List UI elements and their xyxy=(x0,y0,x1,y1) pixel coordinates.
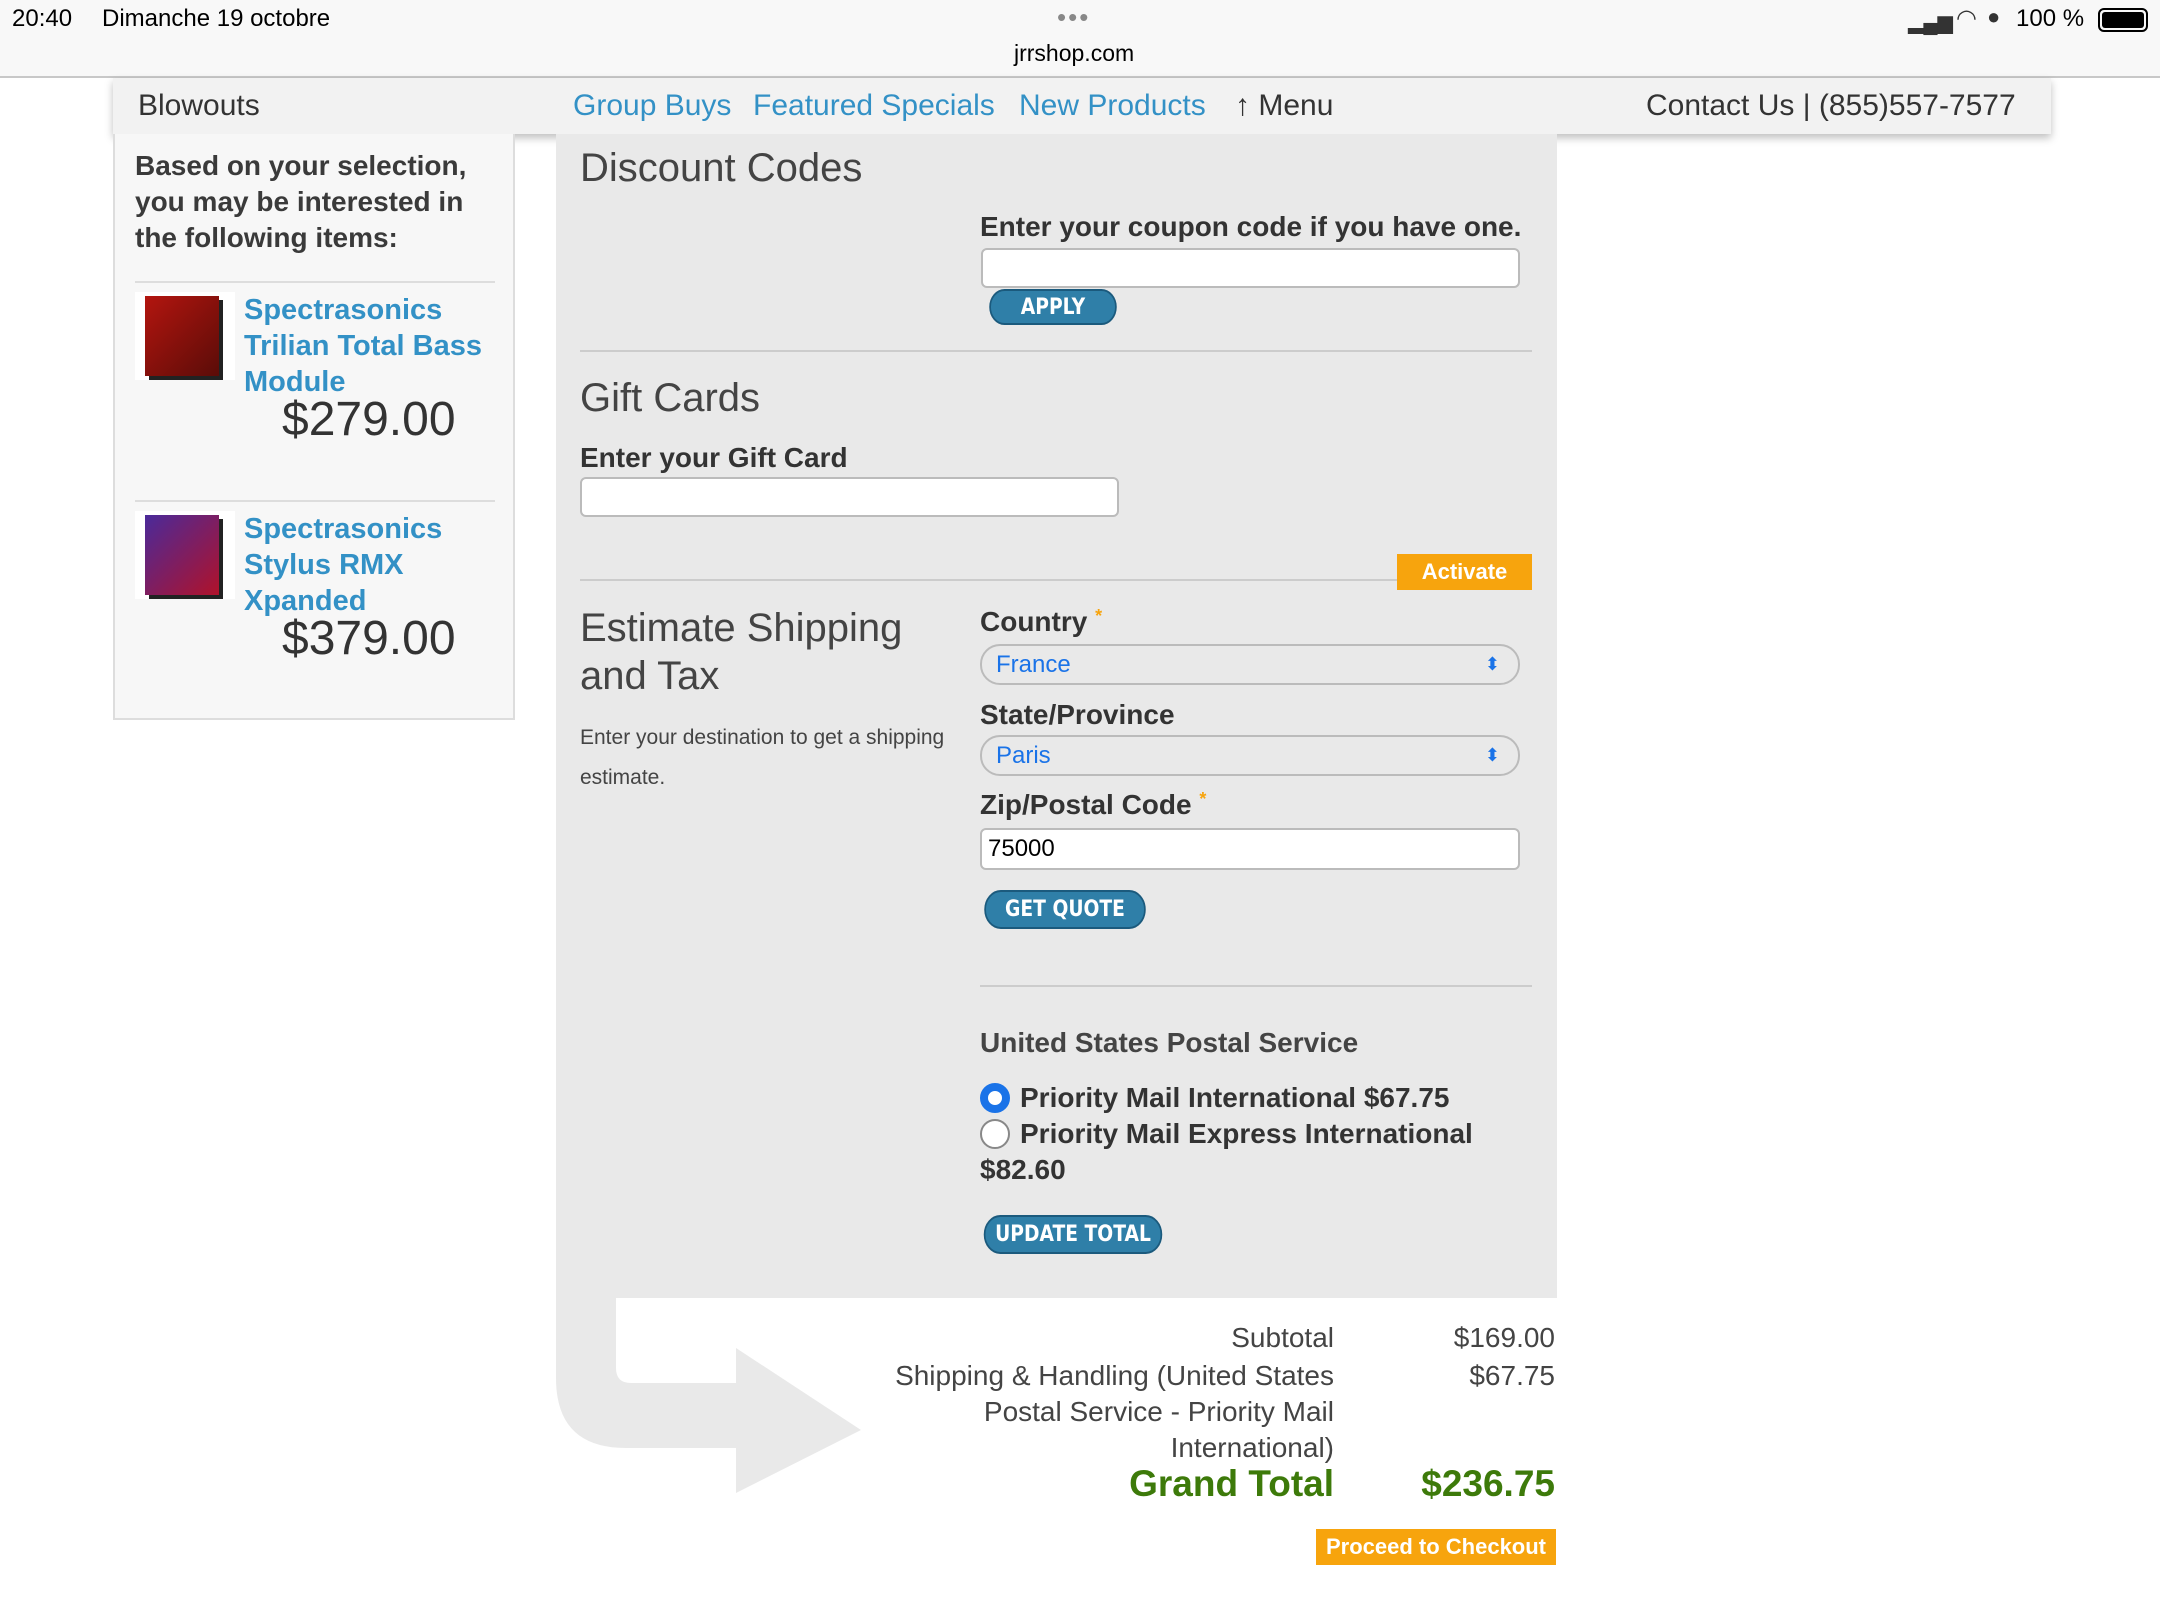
nav-featured-specials[interactable]: Featured Specials xyxy=(753,89,995,122)
grand-total-value: $236.75 xyxy=(1421,1463,1555,1504)
state-select[interactable]: Paris ⬍ xyxy=(980,735,1520,776)
battery-level: 100 % xyxy=(2016,5,2085,32)
date: Dimanche 19 octobre xyxy=(102,5,331,32)
battery-icon xyxy=(2098,8,2148,32)
more-dots-icon[interactable]: ••• xyxy=(1057,2,1091,32)
gift-card-input[interactable] xyxy=(580,477,1119,517)
divider xyxy=(580,579,1532,581)
option-label[interactable]: Priority Mail Express International xyxy=(1020,1118,1473,1149)
contact-us[interactable]: Contact Us | (855)557-7577 xyxy=(1646,89,2016,122)
country-value: France xyxy=(996,650,1071,678)
zip-input[interactable]: 75000 xyxy=(980,828,1520,870)
nav-new-products[interactable]: New Products xyxy=(1019,89,1206,122)
product-price: $279.00 xyxy=(282,393,456,446)
radio-priority-mail[interactable] xyxy=(980,1083,1010,1113)
top-nav: Blowouts Group Buys Featured Specials Ne… xyxy=(113,78,2051,134)
state-label: State/Province xyxy=(980,699,1175,730)
proceed-to-checkout-button[interactable]: Proceed to Checkout xyxy=(1316,1529,1556,1565)
country-label-text: Country xyxy=(980,606,1088,637)
chevron-updown-icon: ⬍ xyxy=(1484,745,1500,765)
product-link[interactable]: Spectrasonics Trilian Total Bass Module xyxy=(244,294,482,398)
product-link[interactable]: Spectrasonics Stylus RMX Xpanded xyxy=(244,513,443,617)
chevron-updown-icon: ⬍ xyxy=(1484,654,1500,674)
product-image-trilian[interactable] xyxy=(135,292,235,380)
gift-card-label: Enter your Gift Card xyxy=(580,442,848,473)
option-price: $82.60 xyxy=(980,1154,1066,1185)
browser-status-bar: 20:40 Dimanche 19 octobre ••• jrrshop.co… xyxy=(0,0,2160,78)
subtotal-value: $169.00 xyxy=(1453,1322,1555,1353)
nav-group-buys[interactable]: Group Buys xyxy=(573,89,732,122)
zip-label: Zip/Postal Code * xyxy=(980,789,1206,821)
shipping-label-line: Shipping & Handling (United States xyxy=(895,1360,1334,1391)
country-select[interactable]: France ⬍ xyxy=(980,644,1520,685)
coupon-input[interactable] xyxy=(981,248,1520,288)
get-quote-button[interactable]: GET QUOTE xyxy=(984,890,1146,929)
url-bar[interactable]: jrrshop.com xyxy=(1014,40,1135,66)
arrow-graphic-icon xyxy=(556,1298,861,1493)
option-label[interactable]: Priority Mail International $67.75 xyxy=(1020,1082,1450,1113)
signal-icon: ▂▄▆ xyxy=(1908,12,1953,34)
subtotal-label: Subtotal xyxy=(1231,1322,1334,1353)
person-icon: ● xyxy=(1987,4,2001,29)
recommendations-sidebar: Based on your selection, you may be inte… xyxy=(113,134,515,720)
coupon-label: Enter your coupon code if you have one. xyxy=(980,211,1522,242)
state-value: Paris xyxy=(996,741,1051,769)
radio-priority-express[interactable] xyxy=(980,1119,1010,1149)
shipping-description: Enter your destination to get a shipping… xyxy=(580,726,945,789)
discount-title: Discount Codes xyxy=(580,146,863,190)
country-label: Country * xyxy=(980,606,1102,638)
apply-button[interactable]: APPLY xyxy=(989,289,1117,325)
required-marker: * xyxy=(1095,606,1103,626)
wifi-icon: ◠ xyxy=(1956,5,1977,32)
divider xyxy=(135,281,495,283)
activate-button[interactable]: Activate xyxy=(1397,554,1532,590)
sidebar-heading: Based on your selection, you may be inte… xyxy=(135,150,467,253)
shipping-label-line: Postal Service - Priority Mail xyxy=(983,1396,1334,1427)
grand-total-label: Grand Total xyxy=(1129,1463,1334,1504)
nav-menu[interactable]: ↑ Menu xyxy=(1235,89,1334,122)
divider xyxy=(580,350,1532,352)
required-marker: * xyxy=(1199,789,1207,809)
time: 20:40 xyxy=(12,5,73,32)
carrier-name: United States Postal Service xyxy=(980,1027,1359,1058)
shipping-title: Estimate Shipping and Tax xyxy=(580,606,903,698)
update-total-button[interactable]: UPDATE TOTAL xyxy=(983,1215,1163,1254)
shipping-label-line: International) xyxy=(1170,1432,1334,1463)
shipping-value: $67.75 xyxy=(1469,1360,1555,1391)
nav-blowouts[interactable]: Blowouts xyxy=(138,89,260,122)
divider xyxy=(980,985,1532,987)
zip-label-text: Zip/Postal Code xyxy=(980,789,1192,820)
product-price: $379.00 xyxy=(282,612,456,665)
divider xyxy=(135,500,495,502)
gift-cards-title: Gift Cards xyxy=(580,376,761,420)
cart-options-panel: Discount Codes Enter your coupon code if… xyxy=(556,134,1557,1298)
product-image-stylus[interactable] xyxy=(135,511,235,599)
